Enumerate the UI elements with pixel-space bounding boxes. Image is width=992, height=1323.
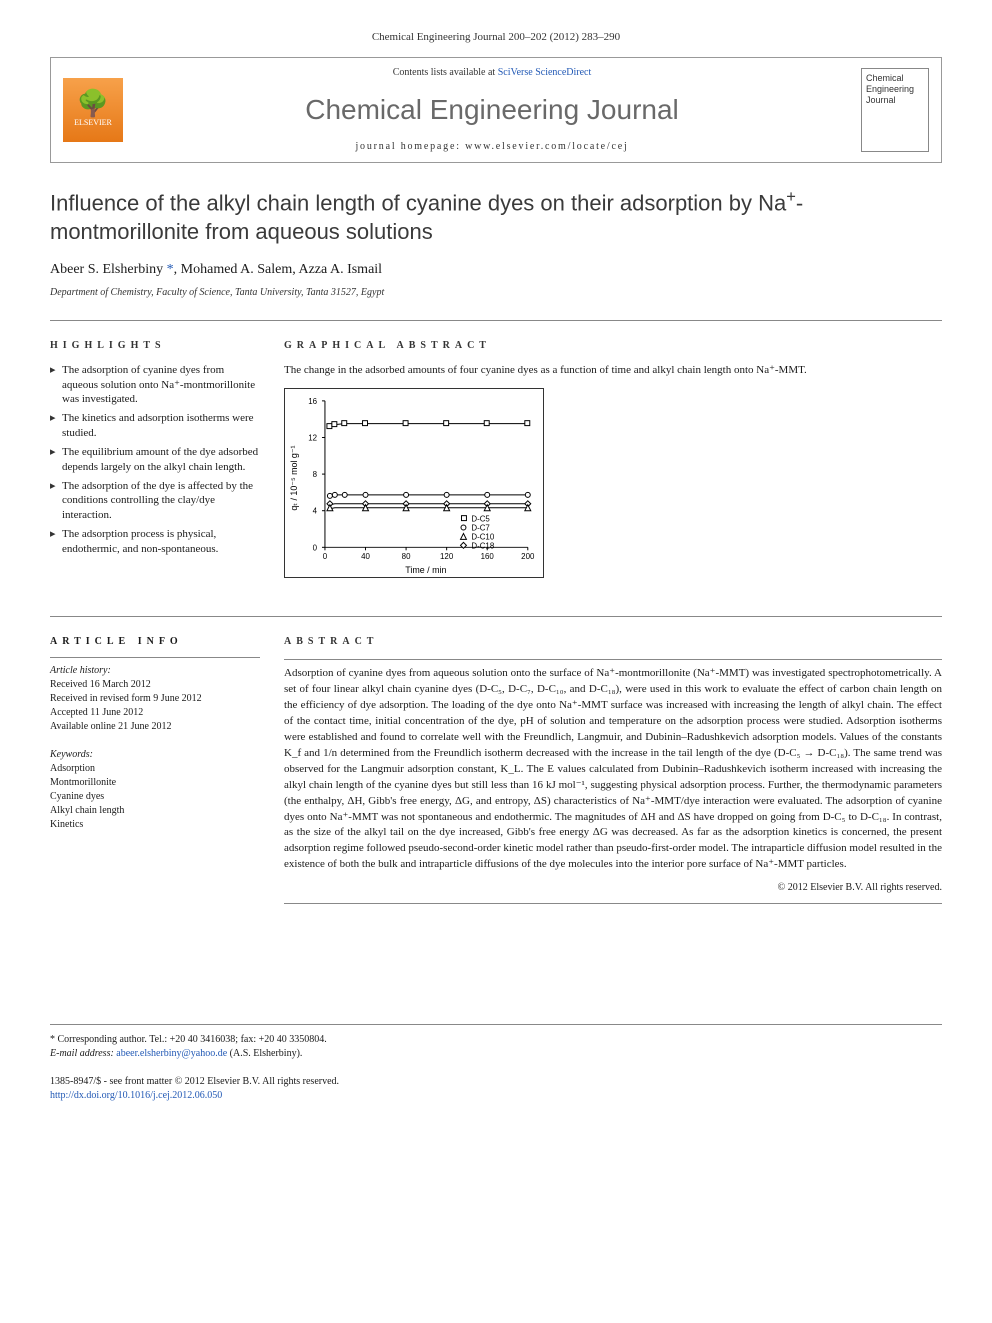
highlight-item: The kinetics and adsorption isotherms we… [50, 411, 260, 441]
issn-line: 1385-8947/$ - see front matter © 2012 El… [50, 1075, 942, 1089]
abstract-column: ABSTRACT Adsorption of cyanine dyes from… [284, 635, 942, 904]
contents-prefix: Contents lists available at [393, 67, 498, 78]
history-item: Available online 21 June 2012 [50, 721, 171, 732]
svg-text:120: 120 [440, 552, 454, 561]
graphical-abstract-heading: GRAPHICAL ABSTRACT [284, 339, 942, 353]
keyword: Montmorillonite [50, 777, 116, 788]
article-title: Influence of the alkyl chain length of c… [50, 187, 942, 247]
article-info-heading: ARTICLE INFO [50, 635, 260, 649]
title-part-1: Influence of the alkyl chain length of c… [50, 190, 786, 215]
authors-rest: , Mohamed A. Salem, Azza A. Ismail [174, 262, 382, 277]
email-label: E-mail address: [50, 1048, 116, 1059]
header-center: Contents lists available at SciVerse Sci… [123, 66, 861, 153]
contents-list-line: Contents lists available at SciVerse Sci… [123, 66, 861, 80]
svg-text:D-C10: D-C10 [471, 532, 494, 541]
svg-text:16: 16 [308, 397, 317, 406]
highlight-item: The adsorption of cyanine dyes from aque… [50, 363, 260, 408]
svg-text:40: 40 [361, 552, 370, 561]
history-item: Accepted 11 June 2012 [50, 707, 143, 718]
elsevier-logo: 🌳 ELSEVIER [63, 78, 123, 142]
info-abstract-row: ARTICLE INFO Article history: Received 1… [50, 635, 942, 904]
title-superscript: + [786, 188, 796, 206]
highlight-item: The adsorption of the dye is affected by… [50, 479, 260, 524]
graphical-caption: The change in the adsorbed amounts of fo… [284, 363, 942, 378]
corresponding-author: * Corresponding author. Tel.: +20 40 341… [50, 1033, 942, 1047]
svg-text:8: 8 [313, 470, 318, 479]
svg-text:Time / min: Time / min [405, 565, 446, 575]
svg-text:4: 4 [313, 507, 318, 516]
svg-text:200: 200 [521, 552, 535, 561]
page-footer: * Corresponding author. Tel.: +20 40 341… [50, 1024, 942, 1103]
journal-header: 🌳 ELSEVIER Contents lists available at S… [50, 57, 942, 162]
email-line: E-mail address: abeer.elsherbiny@yahoo.d… [50, 1047, 942, 1061]
keyword: Kinetics [50, 819, 83, 830]
publisher-name: ELSEVIER [74, 117, 112, 128]
svg-text:0: 0 [313, 543, 318, 552]
email-suffix: (A.S. Elsherbiny). [227, 1048, 302, 1059]
svg-text:160: 160 [481, 552, 495, 561]
journal-reference: Chemical Engineering Journal 200–202 (20… [50, 30, 942, 45]
corresponding-mark: * [167, 262, 174, 277]
journal-cover-thumb: Chemical Engineering Journal [861, 68, 929, 152]
article-info-column: ARTICLE INFO Article history: Received 1… [50, 635, 260, 904]
chart-svg: 0 4 8 12 16 0 40 80 120 160 [285, 389, 543, 577]
highlights-graphical-row: HIGHLIGHTS The adsorption of cyanine dye… [50, 339, 942, 598]
history-item: Received 16 March 2012 [50, 679, 151, 690]
divider [50, 657, 260, 658]
adsorption-chart: 0 4 8 12 16 0 40 80 120 160 [284, 388, 544, 578]
svg-text:0: 0 [323, 552, 328, 561]
highlights-heading: HIGHLIGHTS [50, 339, 260, 353]
abstract-heading: ABSTRACT [284, 635, 942, 649]
journal-title: Chemical Engineering Journal [123, 90, 861, 129]
email-link[interactable]: abeer.elsherbiny@yahoo.de [116, 1048, 227, 1059]
svg-text:qₜ / 10⁻⁵ mol g⁻¹: qₜ / 10⁻⁵ mol g⁻¹ [289, 446, 299, 511]
authors-line: Abeer S. Elsherbiny *, Mohamed A. Salem,… [50, 260, 942, 280]
highlights-column: HIGHLIGHTS The adsorption of cyanine dye… [50, 339, 260, 598]
keyword: Alkyl chain length [50, 805, 124, 816]
publication-ref: 1385-8947/$ - see front matter © 2012 El… [50, 1075, 942, 1103]
article-history: Article history: Received 16 March 2012 … [50, 664, 260, 734]
divider [284, 903, 942, 904]
divider [50, 320, 942, 321]
highlight-item: The equilibrium amount of the dye adsorb… [50, 445, 260, 475]
author-1: Abeer S. Elsherbiny [50, 262, 163, 277]
keywords-block: Keywords: Adsorption Montmorillonite Cya… [50, 748, 260, 832]
sciencedirect-link[interactable]: SciVerse ScienceDirect [498, 67, 592, 78]
history-item: Received in revised form 9 June 2012 [50, 693, 202, 704]
copyright-line: © 2012 Elsevier B.V. All rights reserved… [284, 881, 942, 895]
svg-text:D-C7: D-C7 [471, 524, 489, 533]
abstract-body: Adsorption of cyanine dyes from aqueous … [284, 666, 942, 873]
journal-homepage: journal homepage: www.elsevier.com/locat… [123, 140, 861, 154]
divider [284, 659, 942, 660]
tree-icon: 🌳 [77, 91, 109, 117]
highlights-list: The adsorption of cyanine dyes from aque… [50, 363, 260, 557]
keywords-label: Keywords: [50, 749, 93, 760]
svg-text:D-C5: D-C5 [471, 515, 490, 524]
svg-text:12: 12 [308, 434, 317, 443]
doi-link[interactable]: http://dx.doi.org/10.1016/j.cej.2012.06.… [50, 1090, 222, 1101]
keyword: Adsorption [50, 763, 95, 774]
svg-text:D-C18: D-C18 [471, 541, 494, 550]
history-label: Article history: [50, 665, 111, 676]
affiliation: Department of Chemistry, Faculty of Scie… [50, 286, 942, 300]
keyword: Cyanine dyes [50, 791, 104, 802]
svg-text:80: 80 [402, 552, 411, 561]
divider [50, 616, 942, 617]
highlight-item: The adsorption process is physical, endo… [50, 527, 260, 557]
graphical-abstract-column: GRAPHICAL ABSTRACT The change in the ads… [284, 339, 942, 598]
